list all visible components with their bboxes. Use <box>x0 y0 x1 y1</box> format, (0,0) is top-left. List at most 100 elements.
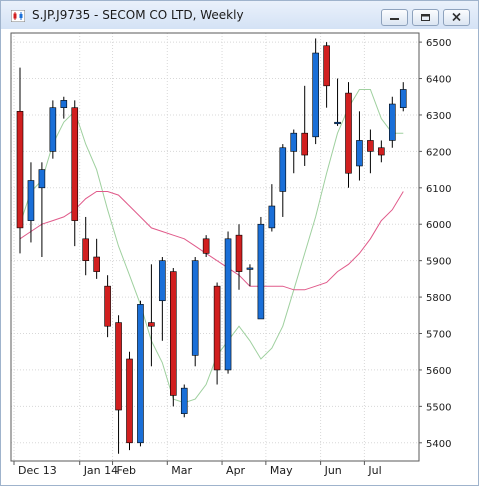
y-tick-label: 5500 <box>426 402 451 413</box>
candle-body <box>191 260 199 356</box>
candle-body <box>279 147 287 192</box>
candlestick-app-icon <box>11 10 25 22</box>
candle-down <box>16 67 24 254</box>
candle-body <box>246 267 254 270</box>
candle-up <box>191 257 199 367</box>
candle-down <box>378 140 385 163</box>
y-tick-label: 5800 <box>426 293 451 304</box>
candle-body <box>93 256 100 272</box>
candle-body <box>49 107 57 152</box>
candle-body <box>290 132 298 152</box>
y-tick-label: 5400 <box>426 439 451 450</box>
y-axis-ticks: 5400 5500 5600 5700 5800 5900 6000 6100 6200 6300… <box>419 38 451 450</box>
candle-down <box>82 216 89 276</box>
candle-down <box>301 85 309 166</box>
candle-body <box>27 180 35 221</box>
candle-body <box>60 100 68 108</box>
candle-body <box>82 238 89 261</box>
candle-up <box>334 78 341 126</box>
candle-body <box>312 52 319 138</box>
candle-body <box>137 304 144 444</box>
candle-up <box>312 38 319 145</box>
y-tick-label: 6300 <box>426 111 451 122</box>
candle-down <box>126 351 133 451</box>
y-tick-label: 6500 <box>426 38 451 49</box>
candle-up <box>246 264 254 287</box>
slow-moving-average-line <box>19 191 404 291</box>
y-tick-label: 5700 <box>426 330 451 341</box>
y-tick-label: 5600 <box>426 366 451 377</box>
candle-down <box>235 224 243 290</box>
candle-body <box>126 358 133 444</box>
candle-down <box>148 264 155 367</box>
candle-body <box>367 140 374 152</box>
candle-body <box>235 234 243 272</box>
candle-down <box>170 267 177 407</box>
candle-body <box>104 285 111 327</box>
candle-body <box>378 147 385 156</box>
candle-body <box>202 238 210 254</box>
candle-up <box>180 384 188 418</box>
candle-up <box>290 129 298 174</box>
candle-body <box>71 107 79 221</box>
minimize-button[interactable] <box>381 9 408 26</box>
candle-up <box>137 300 144 447</box>
candle-body <box>170 271 177 396</box>
candle-body <box>388 103 396 141</box>
candle-down <box>93 238 100 279</box>
x-tick-label: Jan 14 <box>83 464 118 477</box>
candle-down <box>345 82 352 188</box>
candle-body <box>268 205 276 229</box>
candle-up <box>27 162 35 243</box>
fast-moving-average-line <box>19 89 404 404</box>
candle-up <box>356 111 363 181</box>
candle-body <box>16 111 24 229</box>
y-tick-label: 6000 <box>426 220 451 231</box>
window-title: S.JP.J9735 - SECOM CO LTD, Weekly <box>32 8 244 22</box>
y-tick-label: 5900 <box>426 257 451 268</box>
candle-up <box>49 100 57 159</box>
grid-lines <box>11 33 419 461</box>
candle-body <box>115 322 122 411</box>
x-tick-label: Mar <box>171 464 192 477</box>
candle-down <box>367 129 374 174</box>
chart-area[interactable]: 5400 5500 5600 5700 5800 5900 6000 6100 6200 6300… <box>1 29 478 485</box>
candle-up <box>38 162 46 258</box>
x-tick-label: Apr <box>226 464 246 477</box>
candle-down <box>71 100 79 247</box>
candle-up <box>279 144 287 217</box>
candle-body <box>180 387 188 414</box>
candle-body <box>334 121 341 125</box>
y-tick-label: 6400 <box>426 75 451 86</box>
x-tick-label: Jul <box>367 464 381 477</box>
x-tick-label: Dec 13 <box>18 464 57 477</box>
candles <box>16 38 407 454</box>
x-tick-label: May <box>270 464 293 477</box>
title-bar[interactable]: S.JP.J9735 - SECOM CO LTD, Weekly <box>1 1 478 30</box>
candle-up <box>399 82 407 112</box>
moving-averages <box>19 89 404 404</box>
candle-down <box>104 275 111 338</box>
restore-icon <box>421 14 430 21</box>
candle-up <box>60 96 68 119</box>
candle-body <box>356 140 363 167</box>
restore-button[interactable] <box>412 9 439 26</box>
x-tick-label: Feb <box>117 464 136 477</box>
candle-body <box>38 169 46 189</box>
candle-up <box>159 257 166 341</box>
candle-down <box>115 315 122 454</box>
candle-body <box>213 285 221 371</box>
candle-down <box>323 42 330 108</box>
close-icon <box>452 12 461 22</box>
candle-up <box>257 216 265 320</box>
candle-body <box>345 92 352 174</box>
x-tick-label: Jun <box>324 464 342 477</box>
candle-body <box>159 260 166 302</box>
candle-body <box>301 132 309 156</box>
candle-down <box>213 282 221 385</box>
candle-body <box>323 45 330 87</box>
close-button[interactable] <box>443 9 470 26</box>
candlestick-chart[interactable]: 5400 5500 5600 5700 5800 5900 6000 6100 6200 6300… <box>1 29 478 485</box>
